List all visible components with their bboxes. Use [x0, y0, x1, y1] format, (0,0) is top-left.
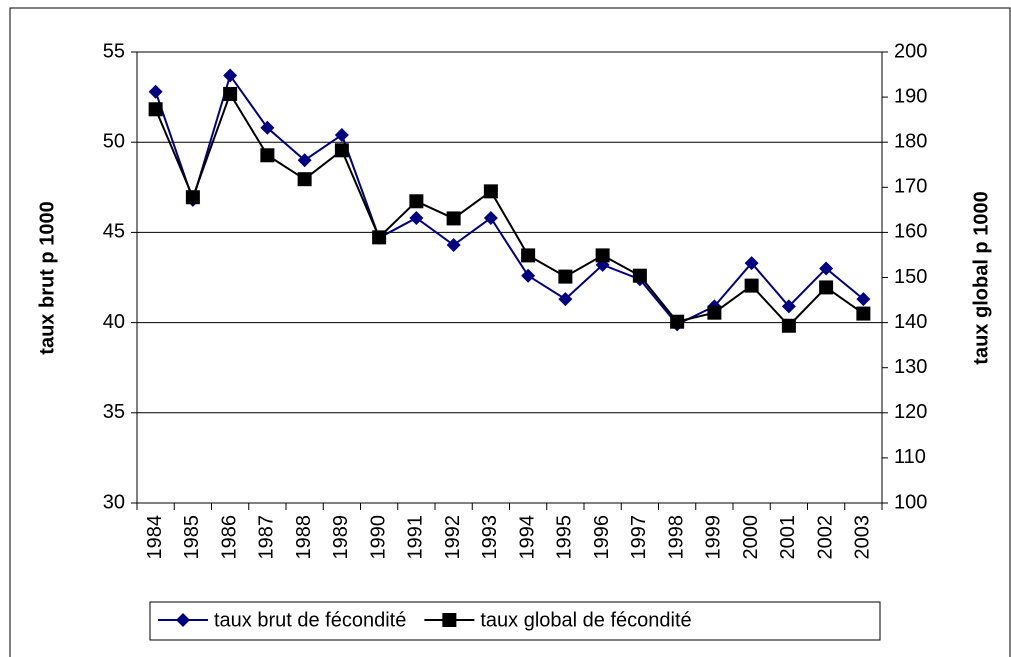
point [483, 184, 498, 199]
x-tick-label: 1992 [442, 515, 464, 560]
x-tick-label: 1984 [144, 515, 166, 560]
y-tick-label: 30 [103, 491, 125, 513]
y2-tick-label: 110 [894, 446, 926, 468]
x-tick-label: 1994 [516, 515, 538, 560]
point [744, 278, 759, 293]
y-tick-label: 40 [103, 311, 125, 333]
point [521, 268, 536, 283]
y2-tick-label: 160 [894, 221, 927, 243]
y2-tick-label: 100 [894, 491, 927, 513]
point [409, 194, 424, 209]
point [819, 280, 834, 295]
point [334, 143, 349, 158]
point [223, 86, 238, 101]
point [297, 153, 312, 168]
y2-tick-label: 200 [894, 40, 927, 62]
y-tick-label: 45 [103, 221, 125, 243]
point [409, 210, 424, 225]
x-tick-label: 1998 [665, 515, 687, 560]
y2-tick-label: 120 [894, 401, 927, 423]
point [148, 84, 163, 99]
y-tick-label: 35 [103, 401, 125, 423]
point [483, 210, 498, 225]
point [334, 127, 349, 142]
point [595, 248, 610, 263]
legend-label: taux global de fécondité [480, 609, 691, 631]
legend-marker [176, 613, 190, 627]
point [856, 306, 871, 321]
point [670, 314, 685, 329]
point [558, 269, 573, 284]
point [819, 261, 834, 276]
point [185, 190, 200, 205]
x-tick-label: 1986 [218, 515, 240, 560]
y-axis-title: taux brut p 1000 [36, 201, 58, 354]
x-tick-label: 2002 [814, 515, 836, 560]
x-tick-label: 1990 [367, 515, 389, 560]
point [446, 238, 461, 253]
point [446, 211, 461, 226]
point [744, 256, 759, 271]
x-tick-label: 1985 [181, 515, 203, 560]
x-tick-label: 1999 [703, 515, 725, 560]
y2-tick-label: 150 [894, 266, 927, 288]
y-tick-label: 50 [103, 130, 125, 152]
legend-box [149, 601, 881, 641]
legend-label: taux brut de fécondité [214, 609, 406, 631]
x-tick-label: 1989 [330, 515, 352, 560]
y2-tick-label: 170 [894, 176, 927, 198]
point [558, 292, 573, 307]
point [781, 318, 796, 333]
x-tick-label: 1997 [628, 515, 650, 560]
point [372, 230, 387, 245]
x-tick-label: 1995 [554, 515, 576, 560]
x-tick-label: 2003 [852, 515, 874, 560]
y2-axis-title: taux global p 1000 [970, 191, 992, 364]
point [856, 292, 871, 307]
point [260, 148, 275, 163]
point [223, 68, 238, 83]
point [297, 172, 312, 187]
y2-tick-label: 140 [894, 311, 927, 333]
x-tick-label: 1993 [479, 515, 501, 560]
point [148, 102, 163, 117]
x-tick-label: 1996 [591, 515, 613, 560]
point [632, 268, 647, 283]
point [781, 299, 796, 314]
chart-frame [9, 7, 1011, 657]
point [707, 305, 722, 320]
point [521, 248, 536, 263]
x-tick-label: 1991 [405, 515, 427, 560]
point [260, 120, 275, 135]
x-tick-label: 1987 [256, 515, 278, 560]
y2-tick-label: 190 [894, 85, 927, 107]
legend-marker [442, 613, 457, 627]
x-tick-label: 1988 [293, 515, 315, 560]
y2-tick-label: 130 [894, 356, 927, 378]
y2-tick-label: 180 [894, 130, 927, 152]
series-line [154, 73, 865, 326]
x-tick-label: 2000 [740, 515, 762, 560]
y-tick-label: 55 [103, 40, 125, 62]
x-tick-label: 2001 [777, 515, 799, 560]
